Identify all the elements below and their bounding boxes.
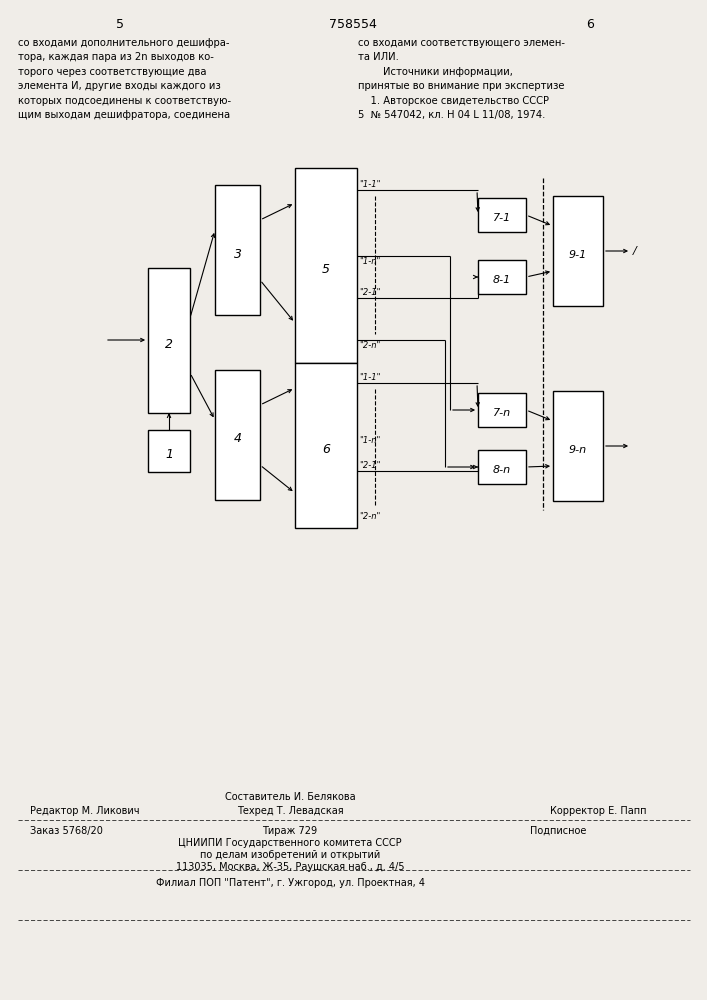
Text: 758554: 758554 — [329, 18, 377, 31]
Text: со входами дополнительного дешифра-
тора, каждая пара из 2n выходов ко-
торого ч: со входами дополнительного дешифра- тора… — [18, 38, 231, 120]
Text: 1: 1 — [165, 448, 173, 462]
Text: "1-n": "1-n" — [359, 257, 380, 266]
Text: 8-1: 8-1 — [493, 275, 511, 285]
Text: Составитель И. Белякова: Составитель И. Белякова — [225, 792, 356, 802]
Text: 3: 3 — [233, 247, 242, 260]
Text: Подписное: Подписное — [530, 826, 586, 836]
Bar — [215, 185, 260, 315]
Text: 6: 6 — [586, 18, 594, 31]
Text: "1-n": "1-n" — [359, 436, 380, 445]
Text: 6: 6 — [322, 443, 330, 456]
Text: Корректор Е. Папп: Корректор Е. Папп — [550, 806, 646, 816]
Bar — [295, 168, 357, 363]
Text: со входами соответствующего элемен-
та ИЛИ.
        Источники информации,
принят: со входами соответствующего элемен- та И… — [358, 38, 565, 120]
Text: по делам изобретений и открытий: по делам изобретений и открытий — [200, 850, 380, 860]
Text: 7-1: 7-1 — [493, 213, 511, 223]
Text: 5: 5 — [322, 263, 330, 276]
Text: "2-n": "2-n" — [359, 341, 380, 350]
Text: Техред Т. Левадская: Техред Т. Левадская — [237, 806, 344, 816]
Text: "2-1": "2-1" — [359, 288, 380, 297]
Text: "2-n": "2-n" — [359, 512, 380, 521]
Text: /: / — [633, 246, 637, 256]
Bar — [148, 268, 190, 413]
Bar — [295, 363, 357, 528]
Text: Редактор М. Ликович: Редактор М. Ликович — [30, 806, 139, 816]
Bar — [478, 198, 526, 232]
Text: 8-n: 8-n — [493, 465, 511, 475]
Text: "1-1": "1-1" — [359, 180, 380, 189]
Text: Тираж 729: Тираж 729 — [262, 826, 317, 836]
Bar — [553, 196, 603, 306]
Bar — [215, 370, 260, 500]
Text: 9-1: 9-1 — [569, 250, 587, 260]
Text: 5: 5 — [116, 18, 124, 31]
Bar — [148, 430, 190, 472]
Bar — [478, 260, 526, 294]
Text: 4: 4 — [233, 432, 242, 446]
Text: "2-1": "2-1" — [359, 461, 380, 470]
Text: "1-1": "1-1" — [359, 373, 380, 382]
Bar — [478, 450, 526, 484]
Text: 113035, Москва, Ж-35, Раушская наб., д. 4/5: 113035, Москва, Ж-35, Раушская наб., д. … — [176, 862, 404, 872]
Bar — [553, 391, 603, 501]
Text: 9-n: 9-n — [569, 445, 587, 455]
Text: Заказ 5768/20: Заказ 5768/20 — [30, 826, 103, 836]
Bar — [478, 393, 526, 427]
Text: 7-n: 7-n — [493, 408, 511, 418]
Text: Филиал ПОП "Патент", г. Ужгород, ул. Проектная, 4: Филиал ПОП "Патент", г. Ужгород, ул. Про… — [156, 878, 424, 888]
Text: 2: 2 — [165, 338, 173, 351]
Text: ЦНИИПИ Государственного комитета СССР: ЦНИИПИ Государственного комитета СССР — [178, 838, 402, 848]
